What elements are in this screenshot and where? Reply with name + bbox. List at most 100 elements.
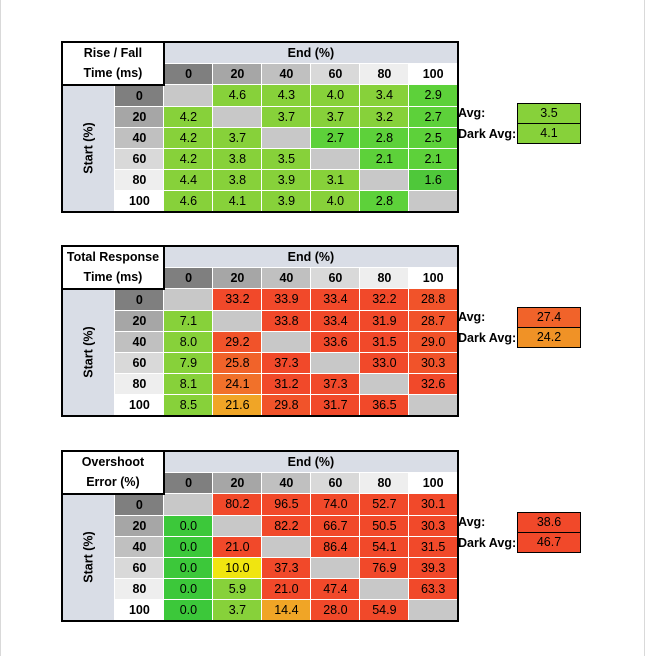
avg-value: 3.5 — [517, 103, 581, 124]
y-tick-label: 40 — [114, 126, 165, 149]
heatmap-cell: 3.4 — [359, 84, 410, 107]
y-tick-label: 20 — [114, 514, 165, 537]
heatmap-cell: 33.2 — [212, 288, 263, 311]
heatmap-cell-empty — [310, 147, 361, 170]
y-axis-label: Start (%) — [61, 84, 116, 213]
heatmap-cell: 4.1 — [212, 189, 263, 213]
heatmap-cell: 3.8 — [212, 147, 263, 170]
heatmap-cell: 4.0 — [310, 189, 361, 213]
heatmap-cell: 3.7 — [212, 598, 263, 622]
heatmap-cell: 4.2 — [163, 126, 214, 149]
heatmap-cell: 29.8 — [261, 393, 312, 417]
heatmap-cell-empty — [212, 514, 263, 537]
x-axis-label: End (%) — [163, 41, 459, 64]
table-title: Rise / Fall Time (ms) — [61, 41, 165, 86]
y-tick-label: 60 — [114, 556, 165, 579]
heatmap-cell: 33.4 — [310, 309, 361, 332]
heatmap-table: Rise / Fall Time (ms) End (%) 0 20 40 60 80 100 S… — [61, 41, 459, 213]
heatmap-cell: 8.1 — [163, 372, 214, 395]
heatmap-cell: 32.2 — [359, 288, 410, 311]
heatmap-cell: 33.9 — [261, 288, 312, 311]
heatmap-block-2: Overshoot Error (%) End (%) 0 20 40 60 80 100 Sta… — [61, 450, 459, 622]
x-tick-label: 80 — [359, 472, 410, 494]
x-tick-label: 100 — [408, 63, 459, 85]
table-title-line: Overshoot — [81, 455, 145, 470]
heatmap-cell: 2.7 — [408, 105, 459, 128]
heatmap-cell-empty — [408, 598, 459, 622]
heatmap-cell: 28.8 — [408, 288, 459, 311]
x-tick-label: 40 — [261, 267, 312, 289]
left-frame-line — [0, 0, 1, 656]
x-tick-label: 20 — [212, 63, 263, 85]
table-title-line: Time (ms) — [83, 66, 143, 81]
heatmap-cell: 29.2 — [212, 330, 263, 353]
dark-avg-value: 4.1 — [517, 124, 581, 144]
heatmap-cell: 4.4 — [163, 168, 214, 191]
heatmap-cell: 52.7 — [359, 493, 410, 516]
heatmap-cell-empty — [359, 372, 410, 395]
heatmap-cell: 5.9 — [212, 577, 263, 600]
x-tick-label: 40 — [261, 63, 312, 85]
heatmap-cell: 7.9 — [163, 351, 214, 374]
heatmap-cell: 63.3 — [408, 577, 459, 600]
heatmap-cell: 3.9 — [261, 189, 312, 213]
heatmap-table: Total Response Time (ms) End (%) 0 20 40 60 80 1… — [61, 245, 459, 417]
heatmap-cell: 29.0 — [408, 330, 459, 353]
table-title: Overshoot Error (%) — [61, 450, 165, 495]
y-tick-label: 20 — [114, 105, 165, 128]
x-tick-label: 60 — [310, 267, 361, 289]
dark-avg-value: 24.2 — [517, 328, 581, 348]
heatmap-cell: 0.0 — [163, 577, 214, 600]
heatmap-cell-empty — [408, 393, 459, 417]
heatmap-block-1: Total Response Time (ms) End (%) 0 20 40 60 80 1… — [61, 245, 459, 417]
y-tick-label: 80 — [114, 577, 165, 600]
x-tick-label: 100 — [408, 267, 459, 289]
heatmap-cell: 3.1 — [310, 168, 361, 191]
x-tick-label: 0 — [163, 472, 214, 494]
heatmap-cell-empty — [163, 288, 214, 311]
y-tick-label: 100 — [114, 393, 165, 417]
x-tick-label: 20 — [212, 267, 263, 289]
x-tick-label: 60 — [310, 472, 361, 494]
heatmap-cell: 2.7 — [310, 126, 361, 149]
heatmap-cell: 54.9 — [359, 598, 410, 622]
table-title-line: Time (ms) — [83, 270, 143, 285]
x-tick-label: 0 — [163, 63, 214, 85]
heatmap-cell: 37.3 — [261, 556, 312, 579]
avg-value: 27.4 — [517, 307, 581, 328]
heatmap-cell-empty — [163, 84, 214, 107]
y-tick-label: 40 — [114, 535, 165, 558]
x-tick-label: 80 — [359, 63, 410, 85]
heatmap-cell: 4.2 — [163, 105, 214, 128]
y-axis-label-text: Start (%) — [81, 531, 96, 583]
heatmap-cell: 2.5 — [408, 126, 459, 149]
y-tick-label: 60 — [114, 147, 165, 170]
heatmap-cell-empty — [212, 309, 263, 332]
heatmap-cell: 4.0 — [310, 84, 361, 107]
heatmap-cell: 66.7 — [310, 514, 361, 537]
heatmap-cell: 80.2 — [212, 493, 263, 516]
heatmap-cell: 3.9 — [261, 168, 312, 191]
y-tick-label: 0 — [114, 288, 165, 311]
heatmap-cell: 32.6 — [408, 372, 459, 395]
heatmap-cell-empty — [310, 556, 361, 579]
heatmap-cell: 30.1 — [408, 493, 459, 516]
y-axis-label-text: Start (%) — [81, 326, 96, 378]
dark-avg-label: Dark Avg: — [458, 536, 517, 550]
avg-label: Avg: — [458, 106, 486, 120]
heatmap-cell: 36.5 — [359, 393, 410, 417]
heatmap-cell-empty — [310, 351, 361, 374]
x-tick-label: 60 — [310, 63, 361, 85]
heatmap-cell-empty — [163, 493, 214, 516]
heatmap-cell: 1.6 — [408, 168, 459, 191]
heatmap-cell: 31.9 — [359, 309, 410, 332]
heatmap-cell: 3.2 — [359, 105, 410, 128]
heatmap-cell: 28.7 — [408, 309, 459, 332]
heatmap-cell: 8.5 — [163, 393, 214, 417]
heatmap-cell: 3.8 — [212, 168, 263, 191]
y-axis-label-text: Start (%) — [81, 122, 96, 174]
heatmap-cell: 28.0 — [310, 598, 361, 622]
heatmap-cell: 3.7 — [212, 126, 263, 149]
y-axis-label: Start (%) — [61, 493, 116, 622]
heatmap-cell-empty — [359, 577, 410, 600]
